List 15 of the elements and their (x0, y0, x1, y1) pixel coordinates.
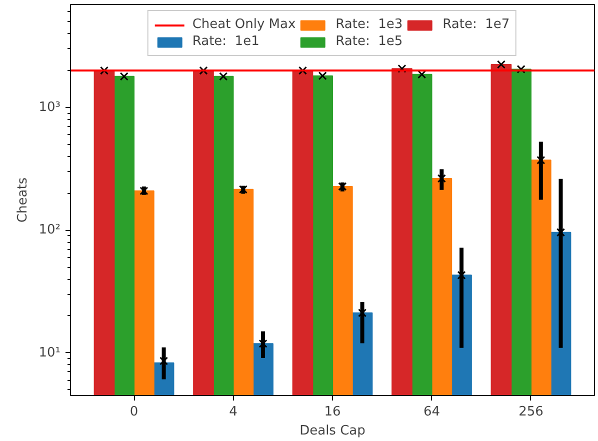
x-axis-title: Deals Cap (300, 424, 366, 438)
legend-label: Cheat Only Max (192, 17, 296, 32)
x-tick-label: 4 (229, 404, 238, 420)
legend-label: Rate: 1e1 (192, 34, 260, 49)
y-tick-label: 10³ (38, 100, 61, 115)
x-tick-label: 0 (130, 404, 138, 420)
y-axis-title: Cheats (16, 177, 31, 223)
legend-label: Rate: 1e5 (336, 34, 403, 49)
x-tick-label: 16 (324, 404, 341, 420)
y-tick-label: 10¹ (38, 345, 61, 360)
legend-label: Rate: 1e7 (442, 17, 510, 32)
y-tick-label: 10² (38, 222, 61, 238)
x-tick-label: 256 (518, 404, 544, 420)
x-tick-label: 64 (423, 404, 440, 420)
legend-label: Rate: 1e3 (336, 17, 403, 32)
